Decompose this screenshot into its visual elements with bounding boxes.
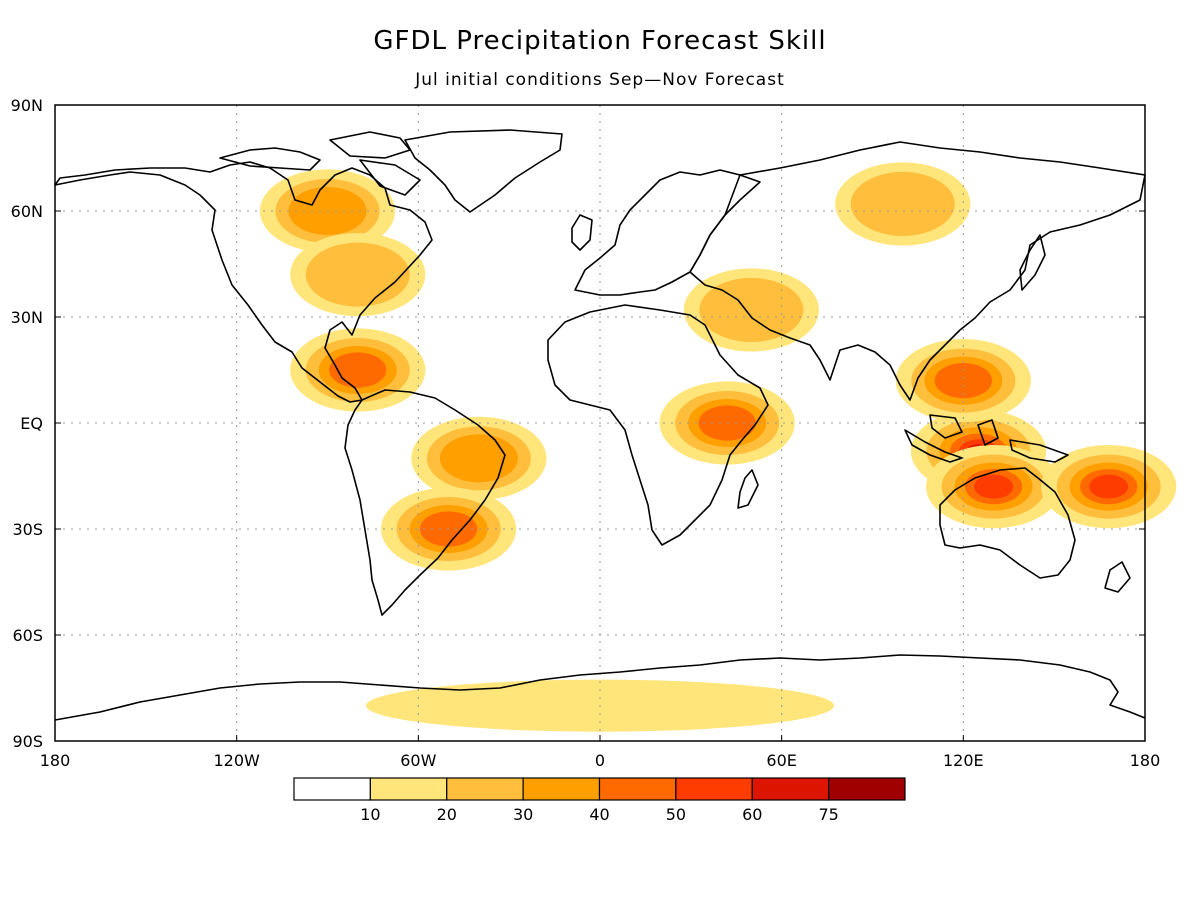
lon-label: 60W [400,751,436,770]
coast-madagascar [737,469,759,509]
skill-region [290,233,426,317]
colorbar-label: 60 [742,805,762,824]
coast-indonesia [904,414,1069,463]
skill-region [290,328,426,412]
lat-label: 30S [12,520,43,539]
coast-europe [574,169,761,296]
lon-label: 0 [595,751,605,770]
latitude-labels: 90N 60N 30N EQ 30S 60S 90S [11,96,1145,751]
skill-contour [934,363,992,399]
colorbar-swatch [675,777,753,801]
colorbar-label: 75 [818,805,838,824]
lat-label: 60S [12,626,43,645]
coast-south-america [344,389,506,616]
skill-contour [850,171,955,236]
colorbar-swatch [293,777,371,801]
skill-region [926,445,1062,529]
lat-label: EQ [20,414,43,433]
skill-contour [699,277,804,342]
colorbar: 10 20 30 40 50 60 75 [293,777,906,824]
coast-asia [689,141,1146,401]
colorbar-swatch [751,777,830,801]
chart-subtitle: Jul initial conditions Sep—Nov Forecast [415,70,785,90]
colorbar-swatch [522,777,601,801]
colorbar-label: 30 [513,805,533,824]
colorbar-swatch [828,777,906,801]
colorbar-label: 50 [666,805,686,824]
gridlines [55,105,1145,741]
coast-antarctica [54,654,1146,721]
coast-britain [571,214,593,251]
lon-label: 60E [766,751,796,770]
skill-region [835,162,971,246]
lon-label: 120E [943,751,984,770]
coastlines [54,129,1146,721]
coast-japan [1019,234,1046,291]
lat-label: 30N [11,308,43,327]
coast-africa [547,304,769,546]
skill-region [683,268,819,352]
skill-contour [439,434,518,483]
skill-shading [259,162,1177,732]
skill-region [411,416,547,500]
skill-contour [305,242,410,307]
lon-label: 180 [1130,751,1161,770]
lat-label: 60N [11,202,43,221]
colorbar-label: 10 [360,805,380,824]
lon-label: 120W [213,751,260,770]
colorbar-swatch [369,777,448,801]
lat-label: 90N [11,96,43,115]
colorbar-swatch [598,777,677,801]
skill-contour [1089,474,1129,499]
coast-new-zealand [1104,561,1131,593]
colorbar-swatch [446,777,524,801]
coast-greenland [404,129,563,213]
colorbar-label: 40 [589,805,609,824]
colorbar-label: 20 [437,805,457,824]
skill-contour [974,474,1014,499]
skill-region [1041,445,1177,529]
lon-label: 180 [40,751,71,770]
longitude-labels: 180 120W 60W 0 60E 120E 180 [40,735,1161,770]
lat-label: 90S [12,732,43,751]
coast-australia [939,467,1076,579]
chart-title: GFDL Precipitation Forecast Skill [373,26,827,56]
